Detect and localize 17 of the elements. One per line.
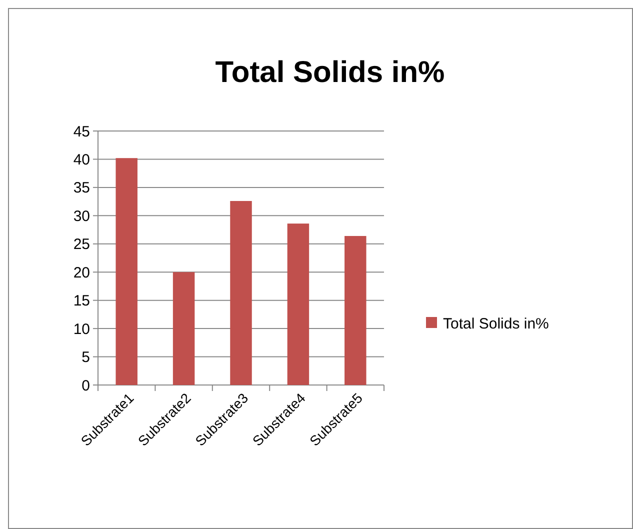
y-tick-label: 15: [73, 292, 90, 310]
legend-label: Total Solids in%: [443, 315, 549, 332]
bar: [230, 200, 252, 385]
y-tick-label: 0: [82, 377, 90, 394]
bar: [172, 272, 195, 385]
y-tick-label: 5: [82, 349, 90, 366]
bar: [116, 158, 138, 385]
y-tick-label: 40: [73, 151, 90, 168]
chart-title: Total Solids in%: [215, 56, 445, 89]
y-tick-label: 20: [73, 264, 90, 282]
y-tick-label: 10: [73, 320, 90, 338]
y-tick-label: 30: [73, 208, 90, 225]
bar: [344, 236, 366, 385]
bar: [287, 224, 310, 385]
y-tick-label: 35: [73, 180, 90, 197]
y-tick-label: 25: [73, 236, 90, 254]
y-tick-label: 45: [73, 123, 90, 140]
